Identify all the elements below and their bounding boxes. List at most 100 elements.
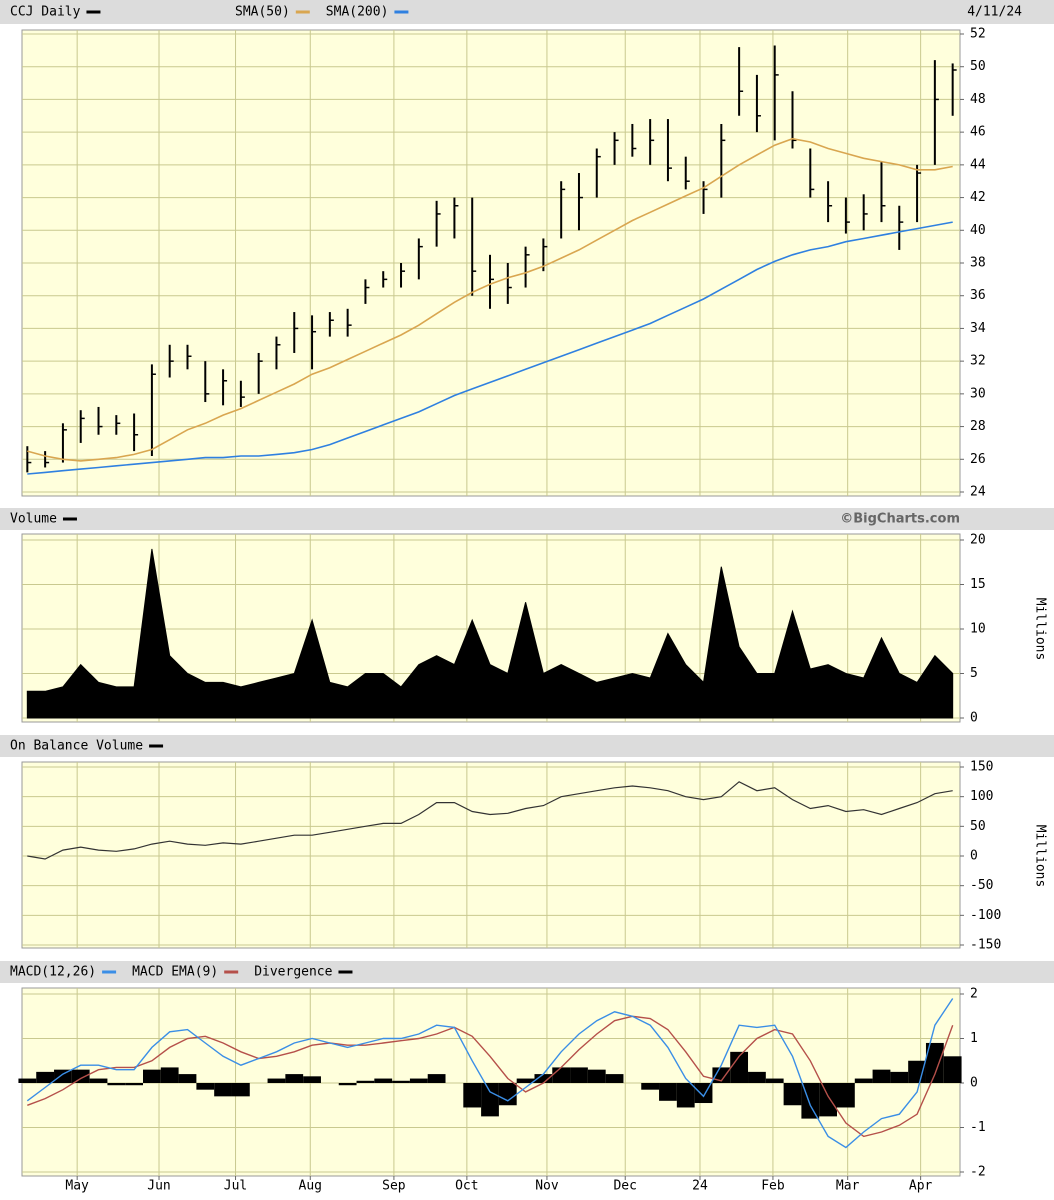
y-tick-label: 40 — [970, 223, 986, 238]
divergence-bar — [659, 1083, 677, 1101]
divergence-bar — [836, 1083, 855, 1108]
y-tick-label: 1 — [970, 1031, 978, 1046]
divergence-bar — [143, 1069, 161, 1083]
y-tick-label: 42 — [970, 190, 986, 205]
divergence-bar — [908, 1060, 926, 1083]
x-tick-label: Nov — [535, 1179, 559, 1194]
divergence-bar — [285, 1074, 304, 1083]
divergence-bar — [54, 1069, 72, 1083]
plot-area — [21, 761, 961, 949]
y-tick-label: 52 — [970, 27, 986, 42]
legend-label: Divergence — [254, 965, 332, 980]
y-tick-label: -2 — [970, 1165, 986, 1180]
divergence-bar — [605, 1074, 624, 1083]
header-bar — [0, 735, 1054, 757]
header-bar — [0, 508, 1054, 530]
macd-line — [27, 1015, 954, 1138]
y-tick-label: 50 — [970, 59, 986, 74]
divergence-bar — [178, 1074, 197, 1083]
y-tick-label: 34 — [970, 321, 986, 336]
divergence-bar — [890, 1071, 909, 1083]
divergence-bar — [303, 1076, 321, 1083]
y-tick-label: -100 — [970, 908, 1001, 923]
legend-label: Volume — [10, 512, 57, 527]
x-tick-label: Jul — [224, 1179, 247, 1194]
divergence-bar — [89, 1078, 108, 1083]
divergence-bar — [730, 1051, 749, 1083]
x-tick-label: Apr — [909, 1179, 933, 1194]
x-tick-label: Sep — [382, 1179, 406, 1194]
divergence-bar — [765, 1078, 784, 1083]
volume-area — [26, 548, 954, 719]
date: 4/11/24 — [967, 5, 1022, 20]
y-tick-label: 38 — [970, 256, 986, 271]
y-tick-label: 30 — [970, 386, 986, 401]
y-tick-label: 0 — [970, 711, 978, 726]
divergence-bar — [356, 1080, 375, 1083]
y-tick-label: 50 — [970, 819, 986, 834]
divergence-bar — [534, 1074, 553, 1083]
divergence-bar — [196, 1083, 215, 1090]
divergence-bar — [783, 1083, 802, 1106]
header-bar — [0, 961, 1054, 983]
x-tick-label: Feb — [761, 1179, 785, 1194]
y-tick-label: 36 — [970, 288, 986, 303]
x-tick-label: Mar — [836, 1179, 860, 1194]
y-tick-label: 10 — [970, 622, 986, 637]
y-tick-label: 44 — [970, 157, 986, 172]
divergence-bar — [854, 1078, 873, 1083]
legend-label: On Balance Volume — [10, 739, 143, 754]
credit: ©BigCharts.com — [840, 512, 960, 527]
legend-label: CCJ Daily — [10, 5, 81, 20]
divergence-bar — [71, 1069, 90, 1083]
divergence-bar — [516, 1078, 535, 1083]
divergence-bar — [374, 1078, 393, 1083]
legend-label: SMA(50) — [235, 5, 290, 20]
divergence-bar — [125, 1083, 144, 1086]
y-tick-label: 48 — [970, 92, 986, 107]
divergence-bar — [872, 1069, 891, 1083]
divergence-bar — [107, 1083, 126, 1086]
divergence-bar — [819, 1083, 837, 1117]
y-tick-label: -1 — [970, 1120, 986, 1135]
divergence-bar — [392, 1080, 410, 1083]
y-axis-label: Millions — [1033, 598, 1048, 661]
y-tick-label: 100 — [970, 789, 993, 804]
divergence-bar — [338, 1083, 357, 1086]
y-tick-label: 24 — [970, 485, 986, 500]
sma-line — [27, 137, 953, 462]
divergence-bar — [748, 1071, 766, 1083]
y-axis-label: Millions — [1033, 825, 1048, 888]
legend-label: MACD EMA(9) — [132, 965, 218, 980]
divergence-bar — [943, 1056, 962, 1083]
divergence-bar — [18, 1078, 37, 1083]
divergence-bar — [160, 1067, 179, 1083]
x-tick-label: Aug — [299, 1179, 322, 1194]
divergence-bar — [214, 1083, 232, 1097]
y-tick-label: 26 — [970, 452, 986, 467]
divergence-bar — [231, 1083, 250, 1097]
y-tick-label: 46 — [970, 125, 986, 140]
divergence-bar — [36, 1071, 55, 1083]
y-tick-label: 2 — [970, 987, 978, 1002]
divergence-bar — [409, 1078, 428, 1083]
divergence-bar — [676, 1083, 695, 1108]
x-tick-label: Dec — [613, 1179, 636, 1194]
y-tick-label: 0 — [970, 1076, 978, 1091]
y-tick-label: 20 — [970, 533, 986, 548]
y-tick-label: 32 — [970, 354, 986, 369]
divergence-bar — [463, 1083, 482, 1108]
x-tick-label: Jun — [147, 1179, 170, 1194]
y-tick-label: -150 — [970, 938, 1001, 953]
divergence-bar — [552, 1067, 571, 1083]
x-tick-label: Oct — [455, 1179, 478, 1194]
divergence-bar — [427, 1074, 446, 1083]
y-tick-label: 28 — [970, 419, 986, 434]
y-tick-label: 5 — [970, 666, 978, 681]
legend-label: SMA(200) — [326, 5, 389, 20]
divergence-bar — [481, 1083, 499, 1117]
y-tick-label: 0 — [970, 849, 978, 864]
y-tick-label: 15 — [970, 577, 986, 592]
